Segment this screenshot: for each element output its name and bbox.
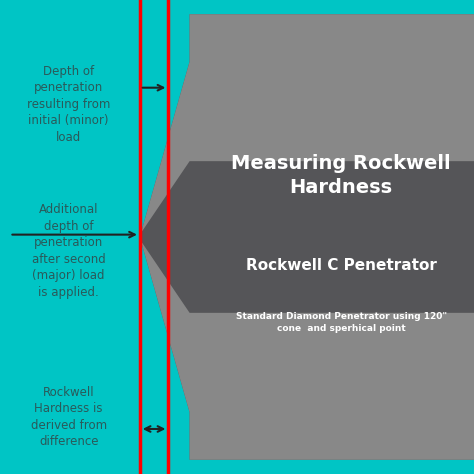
Text: Measuring Rockwell
Hardness: Measuring Rockwell Hardness (231, 154, 451, 197)
Text: Additional
depth of
penetration
after second
(major) load
is applied.: Additional depth of penetration after se… (32, 203, 106, 299)
Text: Standard Diamond Penetrator using 120"
cone  and sperhical point: Standard Diamond Penetrator using 120" c… (236, 312, 447, 333)
Text: Rockwell C Penetrator: Rockwell C Penetrator (246, 258, 437, 273)
Polygon shape (140, 14, 474, 460)
Text: Depth of
penetration
resulting from
initial (minor)
load: Depth of penetration resulting from init… (27, 65, 110, 144)
Polygon shape (140, 237, 474, 460)
Polygon shape (140, 14, 474, 237)
Polygon shape (140, 161, 474, 313)
Text: Rockwell
Hardness is
derived from
difference: Rockwell Hardness is derived from differ… (31, 386, 107, 448)
